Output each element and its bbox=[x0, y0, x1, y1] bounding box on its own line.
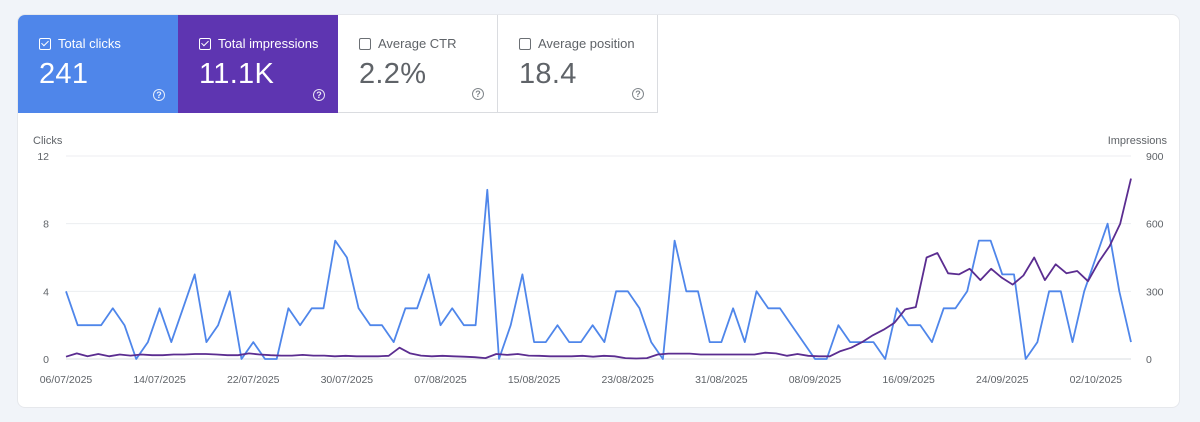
series-line-clicks bbox=[65, 188, 1132, 360]
right-tick-label: 900 bbox=[1146, 151, 1164, 163]
metric-label: Total impressions bbox=[218, 36, 319, 51]
x-tick-label: 06/07/2025 bbox=[40, 374, 93, 386]
right-tick-label: 300 bbox=[1146, 286, 1164, 298]
left-axis-ticks: 0 4 8 12 bbox=[37, 151, 49, 366]
x-tick-label: 14/07/2025 bbox=[133, 374, 186, 386]
right-tick-label: 0 bbox=[1146, 354, 1152, 366]
help-icon[interactable]: ? bbox=[472, 88, 484, 100]
metric-average-ctr[interactable]: Average CTR 2.2% ? bbox=[338, 15, 498, 113]
x-tick-label: 07/08/2025 bbox=[414, 374, 467, 386]
x-tick-label: 24/09/2025 bbox=[976, 374, 1029, 386]
metric-value: 241 bbox=[39, 58, 89, 90]
metric-value: 18.4 bbox=[519, 58, 577, 90]
x-tick-label: 16/09/2025 bbox=[882, 374, 935, 386]
x-axis-ticks: 06/07/2025 14/07/2025 22/07/2025 30/07/2025… bbox=[40, 374, 1123, 386]
metric-tabs: Total clicks 241 ? Total impressions 11.… bbox=[18, 15, 658, 113]
checkbox-unchecked-icon[interactable] bbox=[359, 37, 371, 50]
performance-card: Total clicks 241 ? Total impressions 11.… bbox=[17, 14, 1180, 408]
checkbox-unchecked-icon[interactable] bbox=[519, 37, 531, 50]
right-tick-label: 600 bbox=[1146, 219, 1164, 231]
performance-chart[interactable]: Clicks Impressions 0 4 8 12 0 300 600 900 06/0… bbox=[18, 15, 1180, 408]
metric-label: Average CTR bbox=[378, 36, 457, 51]
metric-total-clicks[interactable]: Total clicks 241 ? bbox=[18, 15, 178, 113]
metric-label: Average position bbox=[538, 36, 635, 51]
left-tick-label: 8 bbox=[43, 219, 49, 231]
metric-value: 11.1K bbox=[199, 58, 275, 90]
series-lines bbox=[65, 178, 1132, 360]
right-axis-ticks: 0 300 600 900 bbox=[1146, 151, 1164, 366]
x-tick-label: 22/07/2025 bbox=[227, 374, 280, 386]
series-line-impressions bbox=[65, 178, 1132, 360]
metric-label: Total clicks bbox=[58, 36, 121, 51]
x-tick-label: 08/09/2025 bbox=[789, 374, 842, 386]
metric-average-position[interactable]: Average position 18.4 ? bbox=[498, 15, 658, 113]
help-icon[interactable]: ? bbox=[313, 89, 325, 101]
checkbox-checked-icon[interactable] bbox=[199, 37, 211, 50]
x-tick-label: 15/08/2025 bbox=[508, 374, 561, 386]
grid-lines bbox=[66, 155, 1131, 360]
right-axis-title: Impressions bbox=[1108, 135, 1168, 147]
left-tick-label: 4 bbox=[43, 286, 49, 298]
left-axis-title: Clicks bbox=[33, 135, 63, 147]
help-icon[interactable]: ? bbox=[153, 89, 165, 101]
left-tick-label: 0 bbox=[43, 354, 49, 366]
x-tick-label: 23/08/2025 bbox=[601, 374, 654, 386]
checkbox-checked-icon[interactable] bbox=[39, 37, 51, 50]
help-icon[interactable]: ? bbox=[632, 88, 644, 100]
x-tick-label: 02/10/2025 bbox=[1070, 374, 1123, 386]
x-tick-label: 31/08/2025 bbox=[695, 374, 748, 386]
metric-value: 2.2% bbox=[359, 58, 427, 90]
metric-total-impressions[interactable]: Total impressions 11.1K ? bbox=[178, 15, 338, 113]
left-tick-label: 12 bbox=[37, 151, 49, 163]
x-tick-label: 30/07/2025 bbox=[321, 374, 374, 386]
